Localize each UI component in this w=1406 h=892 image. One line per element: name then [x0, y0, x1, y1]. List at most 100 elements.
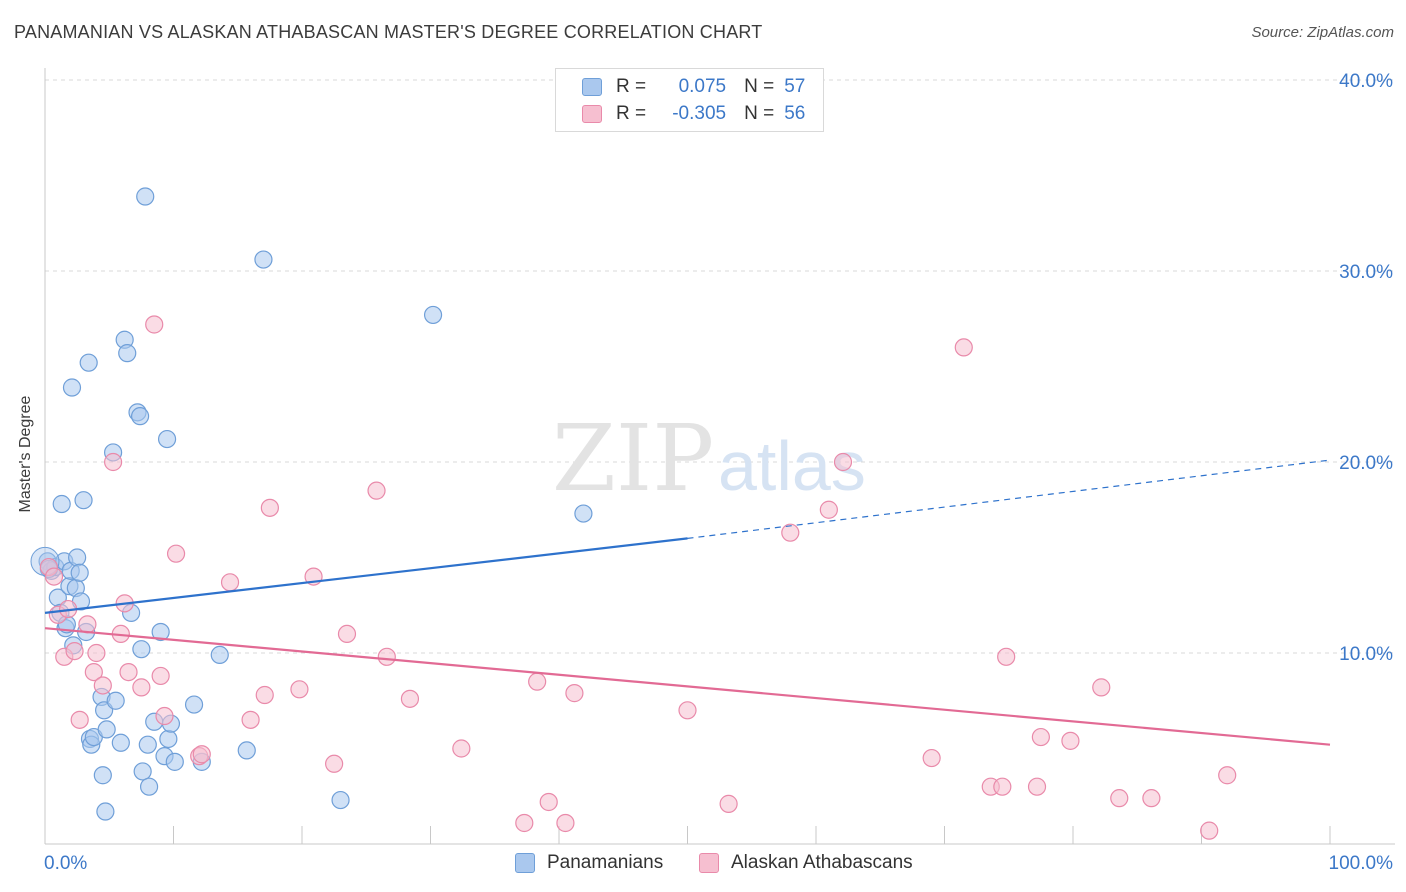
n-label: N = — [744, 103, 775, 124]
x-tick-label: 100.0% — [1329, 853, 1394, 874]
data-point — [377, 647, 396, 666]
data-point — [119, 662, 138, 682]
data-point — [78, 615, 97, 634]
data-point — [400, 689, 420, 708]
data-point — [237, 741, 256, 760]
data-point — [1061, 731, 1080, 750]
data-point — [922, 748, 941, 768]
data-point — [151, 666, 170, 686]
y-tick-label: 10.0% — [1339, 644, 1393, 665]
data-point — [1142, 789, 1161, 808]
data-point — [423, 305, 443, 325]
chart-title: PANAMANIAN VS ALASKAN ATHABASCAN MASTER'… — [14, 22, 763, 42]
data-point — [325, 754, 344, 773]
data-point — [157, 429, 177, 449]
data-point — [97, 720, 116, 739]
data-point — [106, 691, 125, 710]
data-point — [290, 680, 309, 699]
data-point — [565, 684, 584, 703]
r-label: R = — [616, 76, 647, 97]
data-point — [118, 344, 137, 363]
data-point — [331, 790, 350, 810]
data-point — [337, 624, 357, 644]
legend-item-panamanians[interactable]: Panamanians — [515, 852, 663, 874]
grid-lines — [45, 79, 1395, 654]
data-point — [241, 710, 260, 729]
data-point — [145, 315, 164, 334]
series-alaskan-athabascans — [39, 315, 1237, 840]
n-value: 57 — [784, 76, 806, 97]
data-point — [79, 353, 98, 372]
r-value: 0.075 — [678, 76, 727, 97]
n-value: 56 — [784, 103, 806, 124]
data-point — [255, 685, 274, 705]
data-point — [68, 548, 87, 567]
data-point — [781, 523, 800, 542]
data-point — [93, 676, 112, 695]
data-point — [133, 762, 152, 781]
data-point — [1110, 789, 1129, 808]
data-point — [515, 813, 534, 833]
r-label: R = — [616, 103, 647, 124]
data-point — [151, 622, 170, 642]
trend-lines — [44, 459, 1331, 746]
legend-swatch-blue — [582, 78, 602, 96]
trend-line-panamanians-extension — [687, 459, 1331, 539]
legend-label: Alaskan Athabascans — [731, 852, 913, 873]
data-point — [165, 752, 184, 771]
data-point — [260, 498, 279, 517]
data-point — [104, 452, 123, 472]
source-label: Source: ZipAtlas.com — [1251, 24, 1394, 41]
data-point — [1027, 777, 1047, 796]
data-point — [52, 494, 71, 514]
series-panamanians — [30, 187, 593, 821]
data-point — [833, 452, 853, 472]
data-point — [166, 544, 186, 563]
data-point — [139, 777, 159, 796]
y-tick-label: 20.0% — [1339, 453, 1393, 474]
data-point — [138, 735, 157, 754]
legend-swatch-blue — [515, 853, 535, 873]
legend-swatch-pink — [582, 105, 602, 123]
data-point — [87, 643, 106, 663]
data-point — [997, 647, 1016, 666]
legend-row-alaskan: R = -0.305 N = 56 — [582, 102, 805, 126]
data-point — [93, 766, 112, 785]
data-point — [1092, 678, 1111, 697]
data-point — [44, 567, 64, 586]
trend-line-panamanians — [44, 537, 688, 614]
data-point — [155, 706, 174, 726]
data-point — [993, 777, 1012, 796]
axes — [44, 68, 1395, 845]
data-point — [528, 672, 547, 691]
legend-label: Panamanians — [547, 852, 664, 873]
data-point — [574, 504, 593, 523]
watermark-zip: ZIP — [552, 405, 714, 512]
data-point — [678, 701, 697, 720]
data-point — [159, 729, 178, 749]
data-point — [111, 733, 130, 752]
series-legend: Panamanians Alaskan Athabascans — [0, 852, 1406, 878]
data-point — [65, 641, 84, 661]
legend-row-panamanians: R = 0.075 N = 57 — [582, 75, 805, 99]
legend-item-alaskan[interactable]: Alaskan Athabascans — [699, 852, 913, 874]
data-point — [70, 563, 89, 582]
data-point — [819, 500, 838, 519]
data-point — [452, 739, 471, 758]
data-point — [84, 662, 103, 682]
data-point — [192, 745, 211, 764]
x-tick-label: 0.0% — [44, 853, 87, 874]
data-point — [1218, 766, 1237, 785]
data-point — [74, 491, 93, 510]
data-point — [1200, 821, 1219, 840]
data-point — [954, 338, 973, 357]
r-value: -0.305 — [672, 103, 727, 124]
data-point — [132, 678, 151, 697]
tick-labels: 10.0% 20.0% 30.0% 40.0% 0.0% 100.0% — [44, 71, 1393, 874]
data-point — [62, 378, 82, 397]
y-tick-label: 40.0% — [1339, 71, 1393, 92]
data-point — [1031, 727, 1050, 747]
y-tick-label: 30.0% — [1339, 262, 1393, 283]
data-point — [220, 573, 240, 592]
